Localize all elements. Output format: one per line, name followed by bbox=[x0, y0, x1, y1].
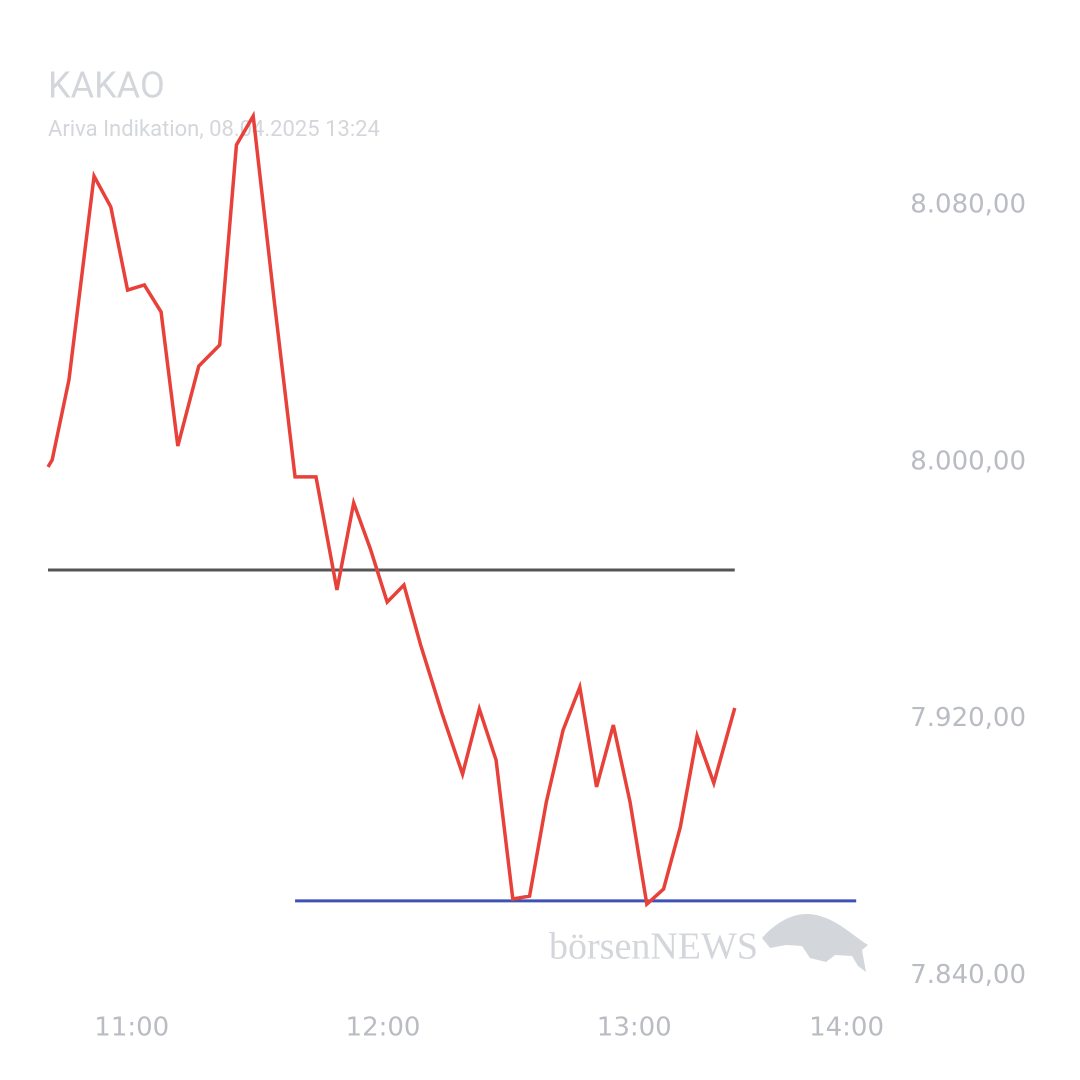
chart-subtitle: Ariva Indikation, 08.04.2025 13:24 bbox=[48, 117, 380, 142]
y-tick-label: 7.840,00 bbox=[910, 960, 1026, 990]
y-tick-label: 7.920,00 bbox=[910, 703, 1026, 733]
watermark-bull bbox=[762, 914, 868, 972]
y-tick-label: 8.000,00 bbox=[910, 446, 1026, 476]
price-line bbox=[46, 110, 737, 908]
chart-title: KAKAO bbox=[48, 65, 165, 107]
x-tick-label: 11:00 bbox=[94, 1013, 169, 1043]
watermark: börsenNEWS bbox=[549, 926, 758, 968]
y-tick-label: 8.080,00 bbox=[910, 190, 1026, 220]
x-tick-label: 14:00 bbox=[809, 1013, 884, 1043]
x-tick-label: 13:00 bbox=[597, 1013, 672, 1043]
x-tick-label: 12:00 bbox=[346, 1013, 421, 1043]
